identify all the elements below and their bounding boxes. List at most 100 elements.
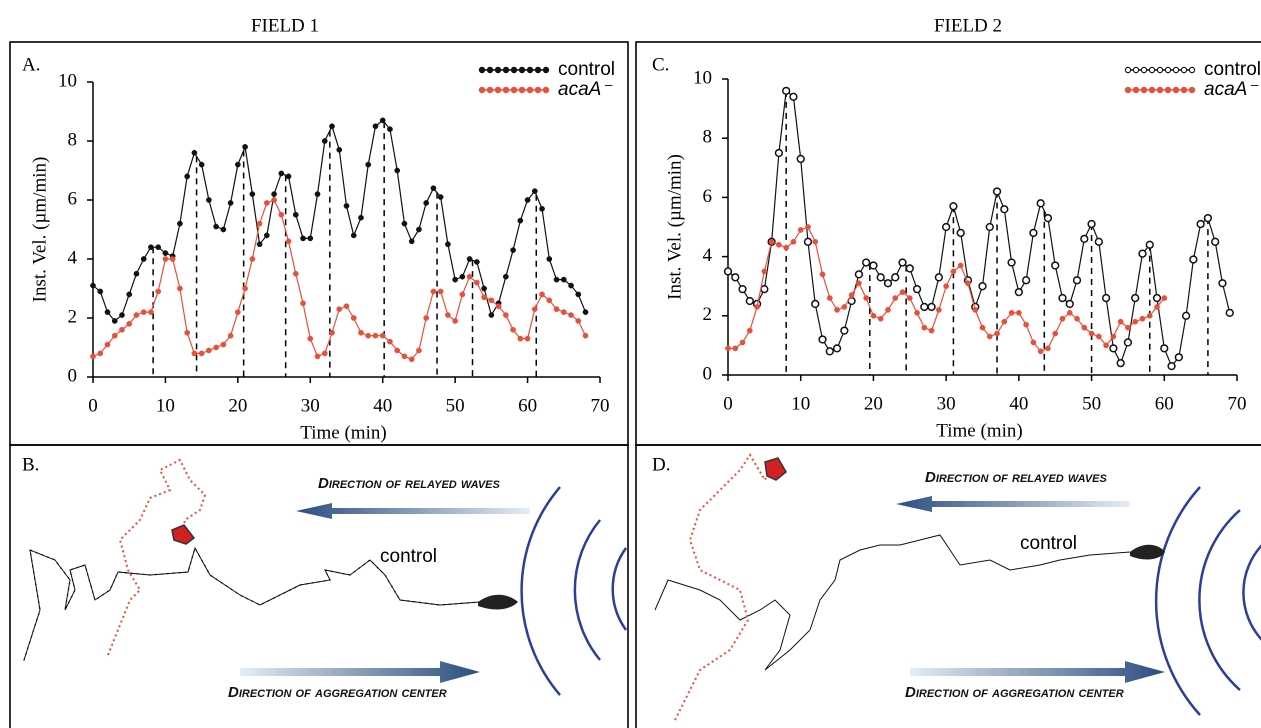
x-tick-label: 10 (156, 395, 175, 416)
data-point (329, 123, 335, 130)
data-point (452, 276, 458, 283)
data-point (307, 335, 314, 342)
data-point (1203, 213, 1213, 223)
data-point (148, 244, 154, 251)
data-point (1095, 333, 1102, 340)
cell (1130, 544, 1165, 560)
data-point (1196, 219, 1205, 229)
data-point (869, 261, 878, 270)
legend-marker (502, 86, 510, 94)
data-point (1014, 287, 1024, 297)
y-axis-label: Inst. Vel. (µm/min) (664, 154, 685, 300)
data-point (1174, 353, 1183, 362)
data-point (133, 270, 140, 277)
data-point (927, 302, 936, 312)
data-point (912, 285, 922, 294)
data-point (155, 244, 162, 251)
data-point (510, 247, 516, 253)
data-point (928, 327, 935, 334)
legend-marker (1164, 66, 1172, 74)
data-point (870, 312, 877, 319)
cell (764, 457, 787, 481)
data-point (227, 200, 234, 206)
data-point (379, 117, 386, 124)
x-tick-label: 20 (228, 395, 247, 416)
data-point (739, 339, 746, 346)
data-point (119, 312, 125, 318)
data-point (746, 327, 753, 334)
data-point (539, 206, 545, 212)
legend-marker (1172, 86, 1180, 94)
data-point (841, 304, 848, 310)
data-point (531, 306, 538, 312)
data-point (812, 238, 819, 245)
data-point (539, 291, 545, 298)
data-point (731, 273, 740, 282)
x-tick-label: 50 (1082, 393, 1101, 414)
legend-marker (542, 66, 550, 74)
data-point (546, 297, 553, 304)
data-point (1058, 293, 1067, 303)
data-point (321, 138, 328, 144)
data-point (934, 273, 944, 282)
data-point (825, 347, 834, 356)
data-point (104, 341, 111, 348)
data-point (1023, 321, 1029, 328)
data-point (575, 318, 582, 324)
data-point (111, 318, 118, 324)
trajectory-panel: B. Direction of relayed waves Direction … (22, 454, 628, 701)
mutant-track (674, 453, 771, 721)
data-point (1029, 228, 1038, 238)
x-tick-label: 0 (88, 395, 98, 416)
data-point (437, 288, 444, 295)
legend-marker (1124, 86, 1132, 94)
data-point (797, 227, 804, 233)
data-point (416, 347, 422, 354)
data-point (474, 259, 480, 265)
y-tick-label: 4 (68, 247, 78, 268)
legend-marker (1164, 86, 1172, 94)
y-tick-label: 8 (68, 129, 78, 150)
data-point (1072, 276, 1082, 285)
data-point (1154, 304, 1160, 310)
data-point (745, 296, 754, 306)
data-point (285, 238, 292, 245)
data-point (877, 315, 884, 322)
data-point (1117, 318, 1124, 325)
data-point (213, 344, 219, 351)
data-point (423, 315, 430, 321)
data-point (126, 291, 133, 298)
data-point (235, 309, 241, 315)
data-point (840, 326, 849, 335)
data-point (832, 344, 842, 353)
arrow (296, 503, 530, 519)
data-point (582, 309, 589, 315)
data-point (885, 307, 891, 313)
data-point (1145, 240, 1154, 249)
data-point (1051, 261, 1060, 270)
data-point (854, 270, 864, 279)
data-point (1152, 293, 1162, 303)
data-point (560, 309, 567, 315)
data-point (972, 307, 979, 313)
data-point (992, 187, 1002, 196)
data-point (1094, 237, 1103, 246)
legend-marker (518, 66, 526, 74)
data-point (994, 330, 1000, 337)
data-point (445, 312, 451, 318)
data-point (336, 147, 343, 153)
y-tick-label: 8 (703, 127, 713, 148)
track-label: control (1020, 533, 1077, 554)
data-point (732, 345, 739, 352)
data-point (1030, 339, 1037, 346)
arrow (910, 661, 1165, 683)
data-point (227, 332, 234, 339)
data-point (459, 291, 466, 298)
data-point (408, 356, 415, 363)
data-point (206, 347, 212, 354)
data-point (1000, 205, 1009, 214)
data-point (906, 295, 913, 301)
data-point (1109, 344, 1118, 353)
data-point (177, 220, 183, 227)
data-point (502, 273, 509, 280)
